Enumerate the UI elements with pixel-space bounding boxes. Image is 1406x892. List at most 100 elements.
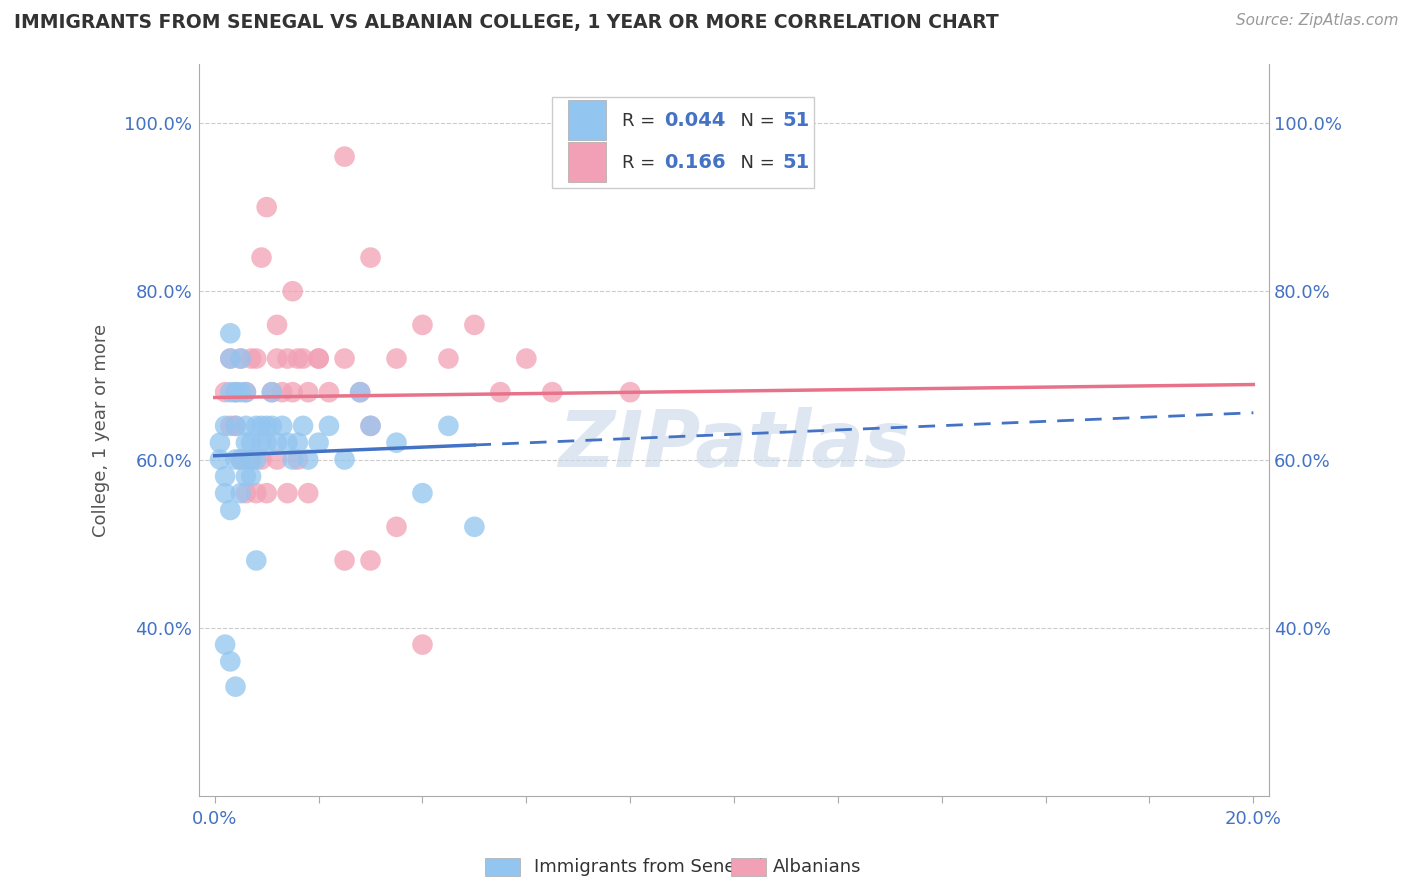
Point: [318, 385, 340, 400]
Point: [240, 452, 263, 467]
Point: [266, 452, 288, 467]
Text: 0.166: 0.166: [665, 153, 725, 172]
Point: [219, 326, 242, 341]
Point: [208, 452, 231, 467]
Point: [463, 520, 485, 534]
Text: Albanians: Albanians: [773, 858, 862, 876]
Point: [297, 452, 319, 467]
Point: [281, 452, 304, 467]
Point: [214, 486, 236, 500]
Point: [489, 385, 512, 400]
Point: [229, 486, 252, 500]
Point: [250, 418, 273, 433]
Point: [260, 418, 283, 433]
Point: [260, 385, 283, 400]
Point: [437, 351, 460, 366]
Point: [266, 318, 288, 332]
Text: N =: N =: [728, 153, 780, 171]
Point: [256, 486, 278, 500]
Point: [385, 520, 408, 534]
Point: [235, 385, 257, 400]
Point: [256, 200, 278, 214]
Point: [229, 351, 252, 366]
Point: [208, 435, 231, 450]
Point: [541, 385, 564, 400]
Point: [292, 418, 315, 433]
Point: [219, 503, 242, 517]
Point: [276, 351, 298, 366]
Point: [229, 452, 252, 467]
Text: 0.044: 0.044: [665, 112, 725, 130]
Point: [292, 351, 315, 366]
Point: [235, 435, 257, 450]
Point: [240, 351, 263, 366]
Point: [260, 385, 283, 400]
Bar: [568, 142, 606, 183]
Point: [240, 469, 263, 483]
Point: [411, 486, 433, 500]
Point: [250, 251, 273, 265]
Point: [360, 553, 382, 567]
Point: [308, 351, 330, 366]
Point: [349, 385, 371, 400]
Point: [385, 435, 408, 450]
Point: [225, 385, 247, 400]
Point: [240, 435, 263, 450]
Point: [276, 435, 298, 450]
Point: [250, 435, 273, 450]
Point: [214, 469, 236, 483]
Point: [219, 655, 242, 669]
Point: [250, 452, 273, 467]
Point: [333, 150, 356, 164]
Point: [219, 385, 242, 400]
Point: [235, 418, 257, 433]
Point: [214, 638, 236, 652]
Point: [333, 452, 356, 467]
FancyBboxPatch shape: [553, 97, 814, 188]
Point: [245, 553, 267, 567]
Point: [214, 418, 236, 433]
Point: [360, 418, 382, 433]
Point: [271, 418, 294, 433]
Text: Immigrants from Senegal: Immigrants from Senegal: [534, 858, 763, 876]
Point: [225, 418, 247, 433]
Point: [281, 284, 304, 298]
Point: [219, 418, 242, 433]
Point: [219, 351, 242, 366]
Point: [281, 385, 304, 400]
Point: [219, 351, 242, 366]
Point: [240, 452, 263, 467]
Point: [245, 418, 267, 433]
Point: [287, 435, 309, 450]
Point: [225, 418, 247, 433]
Point: [245, 486, 267, 500]
Point: [256, 418, 278, 433]
Point: [266, 351, 288, 366]
Point: [266, 435, 288, 450]
Y-axis label: College, 1 year or more: College, 1 year or more: [93, 324, 110, 537]
Text: IMMIGRANTS FROM SENEGAL VS ALBANIAN COLLEGE, 1 YEAR OR MORE CORRELATION CHART: IMMIGRANTS FROM SENEGAL VS ALBANIAN COLL…: [14, 13, 998, 32]
Point: [229, 351, 252, 366]
Point: [333, 351, 356, 366]
Point: [333, 553, 356, 567]
Text: ZIPatlas: ZIPatlas: [558, 407, 910, 483]
Point: [308, 435, 330, 450]
Point: [276, 486, 298, 500]
Point: [225, 680, 247, 694]
Point: [360, 251, 382, 265]
Point: [225, 452, 247, 467]
Point: [287, 351, 309, 366]
Point: [360, 418, 382, 433]
Text: 51: 51: [782, 153, 810, 172]
Point: [271, 385, 294, 400]
Text: R =: R =: [621, 153, 661, 171]
Point: [619, 385, 641, 400]
Text: N =: N =: [728, 112, 780, 129]
Point: [245, 351, 267, 366]
Point: [308, 351, 330, 366]
Point: [229, 385, 252, 400]
Point: [463, 318, 485, 332]
Point: [214, 385, 236, 400]
Point: [411, 318, 433, 332]
Point: [411, 638, 433, 652]
